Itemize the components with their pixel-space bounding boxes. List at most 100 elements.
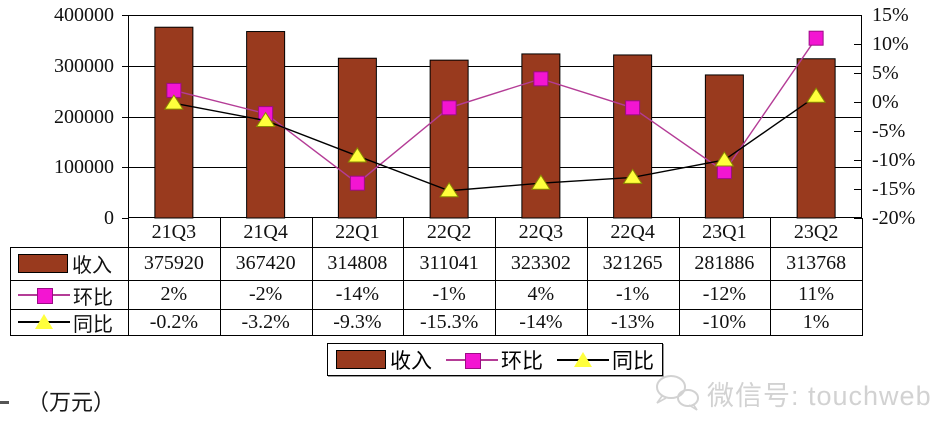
- legend-qoq-label: 环比: [501, 348, 543, 373]
- category-label: 21Q4: [243, 221, 288, 243]
- unit-label: （万元）: [27, 390, 116, 415]
- category-label: 21Q3: [151, 221, 197, 243]
- table-vline: [10, 247, 11, 335]
- category-label: 23Q2: [793, 221, 839, 243]
- table-hline: [10, 335, 863, 336]
- yoy-marker: [255, 111, 276, 128]
- left-axis-tick-label: 300000: [54, 55, 114, 77]
- revenue-bar: [704, 74, 744, 219]
- table-vline: [128, 218, 129, 335]
- table-vline: [770, 218, 771, 335]
- table-vline: [862, 218, 863, 335]
- revenue-bar: [337, 57, 377, 219]
- right-axis-tick-label: 0%: [872, 91, 899, 113]
- yoy-cell: -9.3%: [333, 310, 382, 333]
- left-axis-tick-label: 100000: [54, 156, 114, 178]
- qoq-cell: -1%: [615, 283, 650, 305]
- table-hline: [10, 309, 863, 310]
- right-axis-tick-label: -20%: [872, 207, 916, 229]
- yoy-cell: 1%: [802, 310, 830, 333]
- qoq-cell: -12%: [702, 283, 747, 305]
- qoq-swatch: [446, 351, 498, 369]
- qoq-cell: 11%: [798, 283, 835, 305]
- yoy-line: [173, 95, 817, 192]
- combo-chart-plot: [122, 15, 862, 219]
- left-axis-tick-label: 0: [104, 207, 114, 229]
- yoy-cell: -0.2%: [149, 310, 199, 333]
- category-label: 22Q1: [335, 221, 380, 243]
- table-key-revenue-label: 收入: [72, 255, 112, 277]
- qoq-marker: [808, 30, 824, 46]
- yoy-cell: -13%: [610, 310, 655, 333]
- qoq-marker: [625, 100, 641, 116]
- category-label: 22Q3: [518, 221, 564, 243]
- left-edge-dash: [0, 401, 9, 404]
- qoq-marker: [349, 175, 365, 191]
- legend-item-qoq: 环比: [446, 345, 543, 375]
- revenue-cell: 375920: [143, 252, 204, 274]
- revenue-bar: [154, 26, 194, 219]
- revenue-cell: 367420: [235, 252, 296, 274]
- qoq-swatch: [18, 286, 70, 304]
- right-axis-tick-label: -15%: [872, 178, 916, 200]
- qoq-marker: [716, 164, 732, 180]
- legend-item-revenue: 收入: [336, 345, 432, 375]
- table-key-qoq-label: 环比: [73, 286, 113, 309]
- table-key-qoq: 环比: [18, 282, 126, 309]
- right-axis-tick-label: 15%: [872, 4, 909, 26]
- qoq-cell: 2%: [160, 283, 188, 305]
- revenue-bar: [613, 54, 653, 219]
- revenue-bar: [796, 58, 836, 219]
- left-axis-tick-label: 200000: [54, 106, 114, 128]
- table-hline: [10, 280, 863, 281]
- yoy-swatch: [557, 351, 609, 369]
- qoq-marker: [533, 71, 549, 87]
- category-label: 23Q1: [702, 221, 747, 243]
- category-label: 22Q4: [610, 221, 655, 243]
- qoq-line: [173, 37, 817, 185]
- revenue-cell: 323302: [510, 252, 571, 274]
- left-axis-tick-label: 400000: [54, 4, 114, 26]
- table-vline: [679, 218, 680, 335]
- yoy-cell: -10%: [702, 310, 747, 333]
- yoy-marker-sample: [574, 351, 592, 367]
- yoy-marker: [163, 94, 184, 110]
- legend-item-yoy: 同比: [557, 345, 654, 375]
- watermark: 微信号: touchweb: [653, 372, 932, 414]
- revenue-swatch: [336, 350, 386, 369]
- category-label: 22Q2: [426, 221, 472, 243]
- revenue-cell: 311041: [419, 252, 479, 274]
- yoy-cell: -14%: [519, 310, 563, 333]
- yoy-cell: -15.3%: [419, 310, 479, 333]
- watermark-text: 微信号: touchweb: [707, 380, 932, 411]
- revenue-cell: 314808: [327, 252, 388, 274]
- table-hline: [10, 247, 863, 248]
- yoy-marker: [347, 147, 368, 163]
- yoy-swatch: [18, 313, 70, 331]
- qoq-cell: -2%: [248, 283, 283, 305]
- table-key-yoy: 同比: [18, 310, 126, 336]
- revenue-cell: 321265: [602, 252, 663, 274]
- table-vline: [403, 218, 404, 335]
- wechat-icon: [656, 375, 699, 411]
- table-key-yoy-label: 同比: [73, 313, 113, 336]
- right-axis-tick-label: -10%: [872, 149, 916, 171]
- yoy-cell: -3.2%: [241, 310, 290, 333]
- table-vline: [312, 218, 313, 335]
- qoq-marker: [441, 100, 457, 116]
- yoy-marker: [714, 151, 735, 167]
- qoq-cell: -1%: [432, 283, 466, 305]
- table-vline: [587, 218, 588, 335]
- revenue-cell: 281886: [694, 252, 755, 274]
- revenue-cell: 313768: [786, 252, 847, 274]
- chart-legend: 收入 环比 同比: [327, 343, 663, 376]
- table-vline: [495, 218, 496, 335]
- right-axis-tick-label: -5%: [872, 120, 906, 142]
- table-vline: [220, 218, 221, 335]
- qoq-cell: -14%: [335, 283, 380, 305]
- table-key-revenue: 收入: [18, 249, 126, 278]
- yoy-marker: [530, 174, 551, 190]
- right-axis-tick-label: 5%: [872, 62, 899, 84]
- yoy-marker: [806, 87, 827, 103]
